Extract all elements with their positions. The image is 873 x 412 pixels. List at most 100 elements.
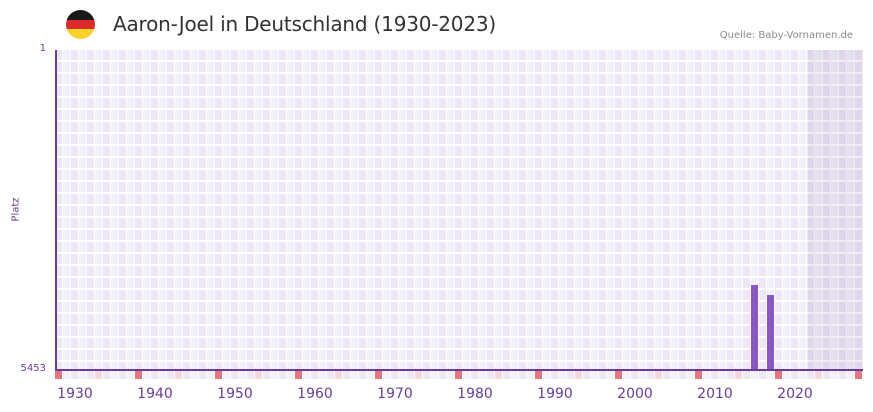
rank-bar-2017[interactable]	[767, 295, 774, 370]
grid-column	[407, 50, 415, 370]
year-marker	[287, 371, 294, 379]
year-marker	[655, 371, 662, 379]
year-marker	[111, 371, 118, 379]
x-tick-label: 2020	[777, 386, 813, 402]
grid-column	[383, 50, 391, 370]
year-marker	[703, 371, 710, 379]
grid-line	[854, 50, 855, 370]
grid-column	[215, 50, 223, 370]
grid-line	[422, 50, 423, 370]
year-marker	[311, 371, 318, 379]
grid-line	[718, 50, 719, 370]
year-marker	[551, 371, 558, 379]
year-marker	[495, 371, 502, 379]
grid-line	[55, 60, 863, 62]
grid-line	[318, 50, 319, 370]
year-marker	[151, 371, 158, 379]
grid-column	[255, 50, 263, 370]
grid-column	[567, 50, 575, 370]
grid-column	[735, 50, 743, 370]
year-marker	[559, 371, 566, 379]
grid-line	[542, 50, 543, 370]
year-marker	[303, 371, 310, 379]
grid-column	[183, 50, 191, 370]
grid-line	[574, 50, 575, 370]
grid-column	[727, 50, 735, 370]
grid-column	[167, 50, 175, 370]
grid-line	[55, 324, 863, 326]
year-marker	[407, 371, 414, 379]
year-marker	[479, 371, 486, 379]
grid-line	[454, 50, 455, 370]
grid-line	[646, 50, 647, 370]
year-marker	[295, 371, 302, 379]
grid-column	[527, 50, 535, 370]
grid-line	[534, 50, 535, 370]
grid-column	[623, 50, 631, 370]
grid-line	[142, 50, 143, 370]
grid-line	[198, 50, 199, 370]
grid-column	[655, 50, 663, 370]
year-marker	[207, 371, 214, 379]
grid-line	[662, 50, 663, 370]
year-marker	[631, 371, 638, 379]
rank-bar-2015[interactable]	[751, 285, 758, 370]
grid-column	[143, 50, 151, 370]
year-marker	[359, 371, 366, 379]
grid-column	[759, 50, 767, 370]
grid-line	[726, 50, 727, 370]
year-marker	[255, 371, 262, 379]
year-marker	[519, 371, 526, 379]
year-marker	[607, 371, 614, 379]
grid-line	[78, 50, 79, 370]
grid-column	[303, 50, 311, 370]
grid-line	[366, 50, 367, 370]
grid-line	[750, 50, 751, 370]
grid-column	[127, 50, 135, 370]
grid-column	[743, 50, 751, 370]
grid-line	[350, 50, 351, 370]
grid-line	[86, 50, 87, 370]
year-marker	[183, 371, 190, 379]
grid-line	[590, 50, 591, 370]
year-marker	[471, 371, 478, 379]
grid-column	[207, 50, 215, 370]
grid-line	[55, 228, 863, 230]
grid-line	[55, 300, 863, 302]
grid-line	[798, 50, 799, 370]
grid-line	[110, 50, 111, 370]
year-marker	[751, 371, 758, 379]
grid-line	[55, 84, 863, 86]
grid-line	[286, 50, 287, 370]
grid-column	[511, 50, 519, 370]
grid-line	[494, 50, 495, 370]
year-marker	[191, 371, 198, 379]
grid-column	[775, 50, 783, 370]
year-marker	[159, 371, 166, 379]
grid-line	[710, 50, 711, 370]
grid-column	[543, 50, 551, 370]
grid-line	[70, 50, 71, 370]
grid-column	[399, 50, 407, 370]
grid-line	[55, 108, 863, 110]
year-marker	[591, 371, 598, 379]
grid-line	[702, 50, 703, 370]
grid-line	[462, 50, 463, 370]
grid-line	[446, 50, 447, 370]
grid-line	[55, 252, 863, 254]
year-marker	[615, 371, 622, 379]
grid-column	[471, 50, 479, 370]
x-tick-label: 1990	[537, 386, 573, 402]
grid-column	[487, 50, 495, 370]
grid-line	[414, 50, 415, 370]
grid-column	[447, 50, 455, 370]
year-marker	[415, 371, 422, 379]
grid-line	[518, 50, 519, 370]
grid-column	[263, 50, 271, 370]
grid-line	[582, 50, 583, 370]
year-marker	[743, 371, 750, 379]
grid-column	[495, 50, 503, 370]
grid-line	[814, 50, 815, 370]
x-tick-label: 2000	[617, 386, 653, 402]
year-marker	[527, 371, 534, 379]
